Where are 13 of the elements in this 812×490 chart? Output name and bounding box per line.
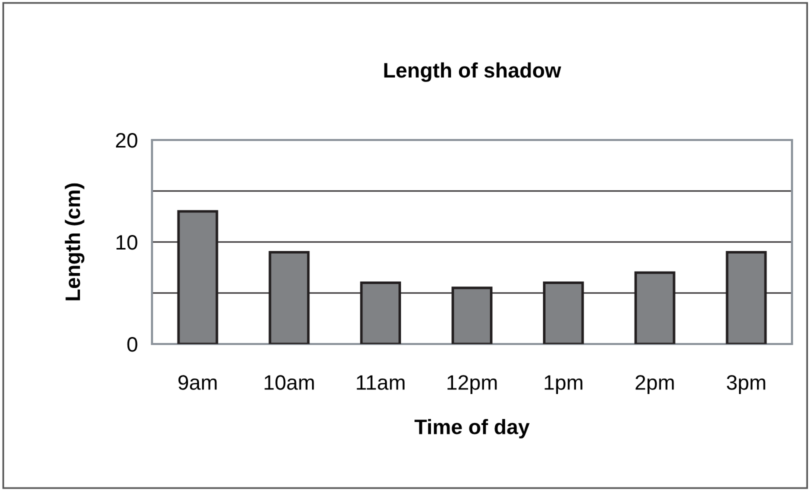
y-axis-title: Length (cm) [64,183,84,300]
x-tick-label: 12pm [448,375,497,394]
y-tick-label: 10 [116,235,138,250]
x-tick-label: 2pm [636,375,674,394]
y-tick-label: 20 [116,133,138,148]
chart-title: Length of shadow [384,62,562,82]
x-tick-label: 10am [264,375,314,390]
y-tick-label: 0 [127,337,138,352]
x-tick-label: 9am [178,375,217,390]
x-axis-title: Time of day [414,418,530,438]
x-tick-label: 1pm [544,375,582,394]
x-tick-label: 3pm [726,375,766,394]
x-tick-label: 11am [356,375,404,390]
